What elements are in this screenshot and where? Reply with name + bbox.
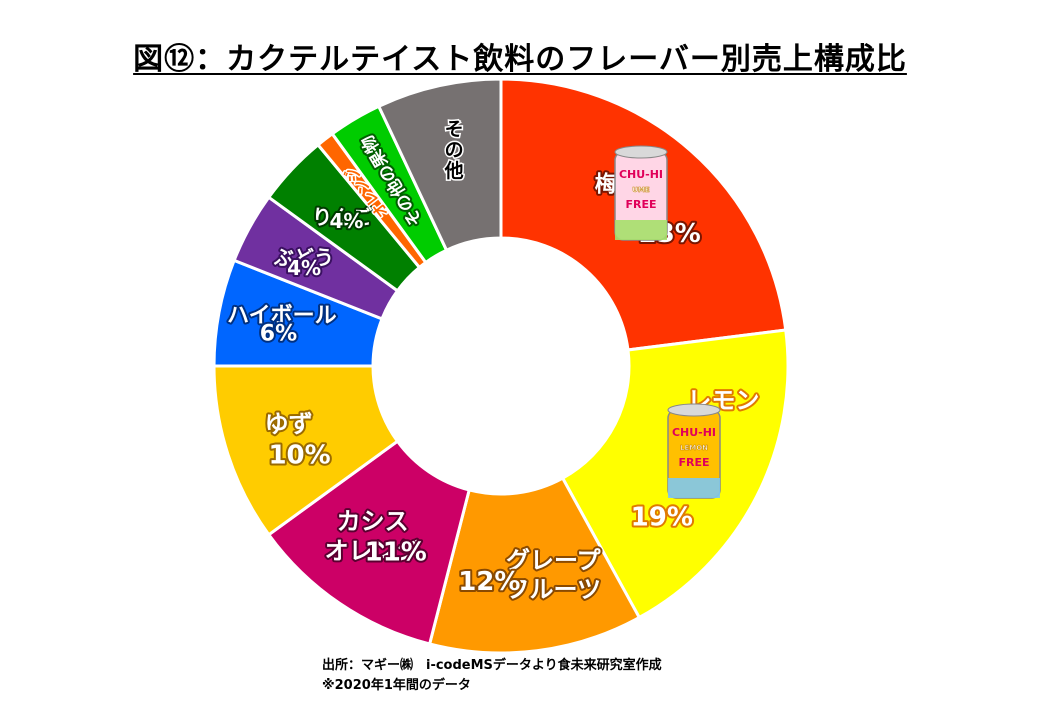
value-りんご: 4%: [329, 209, 363, 233]
chart-title-text: 図⑫：カクテルテイスト飲料のフレーバー別売上構成比: [133, 42, 907, 77]
can-ume-icon: CHU-HI UME FREE: [614, 145, 668, 241]
value-ぶどう: 4%: [287, 256, 321, 280]
value-ゆず: 10%: [268, 441, 330, 471]
svg-text:UME: UME: [632, 186, 650, 194]
chart-notes: 出所：マギー㈱ i-codeMSデータより食未来研究室作成 ※2020年1年間の…: [322, 656, 662, 696]
can-lemon-icon: CHU-HI LEMON FREE: [667, 403, 721, 499]
label-その他: その他: [444, 118, 464, 182]
value-カシス-オレンジ: 11%: [365, 537, 427, 567]
svg-text:CHU-HI: CHU-HI: [672, 426, 716, 439]
svg-text:FREE: FREE: [625, 198, 656, 211]
chart-title: 図⑫：カクテルテイスト飲料のフレーバー別売上構成比: [0, 34, 1040, 78]
slice-カシス-オレンジ: [266, 439, 471, 646]
label-グレープ-フルーツ: グレープフルーツ: [506, 546, 602, 603]
label-ゆず: ゆず: [265, 410, 313, 438]
label-カシス-オレンジ: カシスオレンジ: [325, 508, 421, 565]
value-ハイボール: 6%: [260, 321, 297, 346]
label-梅: 梅: [595, 172, 617, 198]
label-りんご: りんご: [312, 205, 372, 229]
label-ぶどう: ぶどう: [273, 246, 334, 270]
period-note: ※2020年1年間のデータ: [322, 678, 471, 693]
slice-その他: [376, 77, 503, 253]
value-レモン: 19%: [631, 502, 693, 532]
label-レモン: レモン: [687, 386, 759, 414]
svg-text:CHU-HI: CHU-HI: [619, 168, 663, 181]
svg-text:FREE: FREE: [678, 456, 709, 469]
label-ハイボール: ハイボール: [227, 304, 337, 329]
svg-text:LEMON: LEMON: [680, 444, 708, 452]
value-グレープ-フルーツ: 12%: [458, 567, 520, 597]
slice-グレープ-フルーツ: [427, 476, 642, 655]
source-note: 出所：マギー㈱ i-codeMSデータより食未来研究室作成: [322, 658, 662, 673]
